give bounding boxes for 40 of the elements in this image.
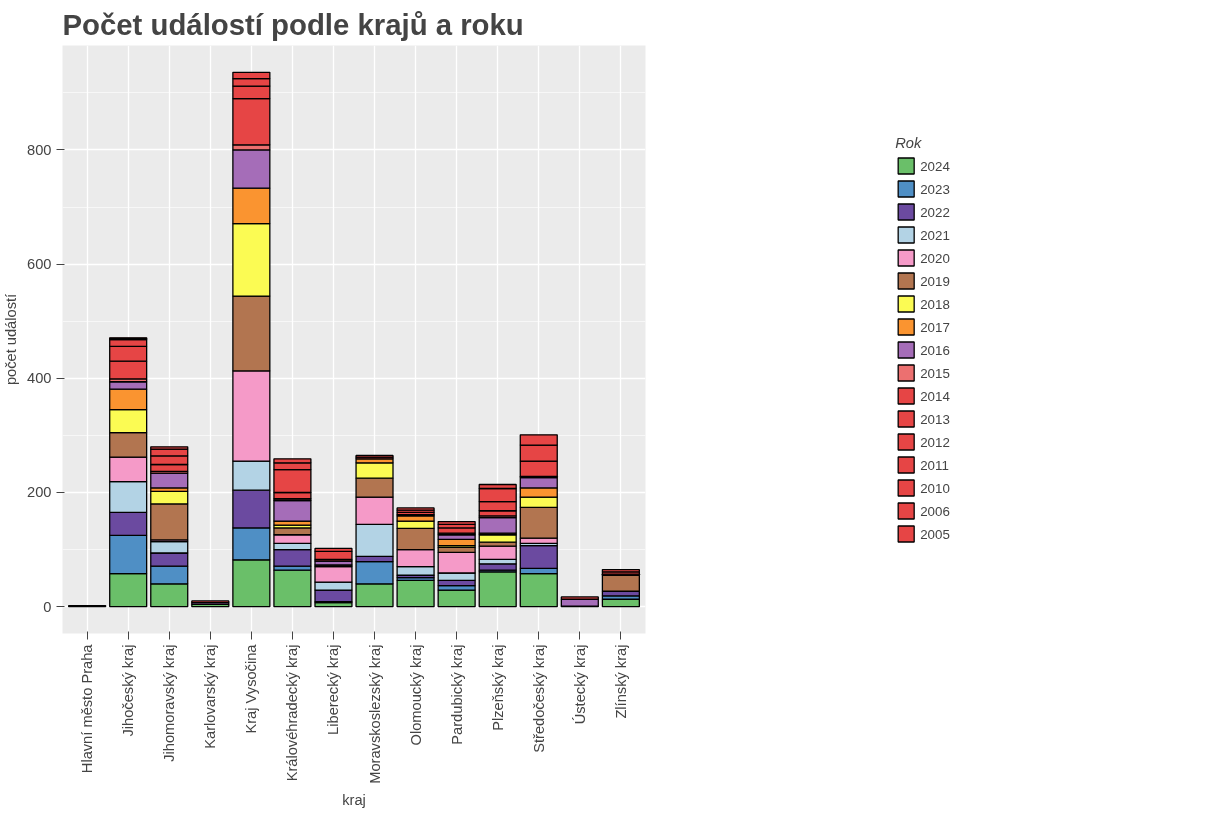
legend-label: 2016: [920, 342, 950, 357]
x-tick-label: Pardubický kraj: [448, 644, 465, 745]
legend-label: 2018: [920, 296, 950, 311]
legend-label: 2022: [920, 204, 950, 219]
y-tick-label: 200: [27, 484, 52, 501]
x-tick-label: Královéhradecký kraj: [284, 644, 301, 782]
y-tick-label: 800: [27, 141, 52, 158]
x-tick-label: Karlovarský kraj: [202, 644, 219, 749]
legend-label: 2023: [920, 181, 950, 196]
x-tick-label: Zlínský kraj: [612, 644, 629, 719]
y-axis-title: počet událostí: [3, 293, 20, 386]
x-tick-label: Jihomoravský kraj: [161, 644, 178, 762]
chart-title: Počet událostí podle krajů a roku: [62, 7, 524, 41]
legend-label: 2017: [920, 319, 950, 334]
legend-label: 2013: [920, 411, 950, 426]
legend-label: 2005: [920, 526, 950, 541]
legend-label: 2024: [920, 158, 950, 173]
legend-label: 2015: [920, 365, 950, 380]
legend-label: 2006: [920, 503, 950, 518]
x-tick-label: Plzeňský kraj: [489, 644, 506, 731]
x-tick-label: Ústecký kraj: [571, 644, 588, 725]
legend-label: 2012: [920, 434, 950, 449]
y-tick-label: 600: [27, 256, 52, 273]
x-tick-label: Středočeský kraj: [530, 644, 547, 753]
x-tick-label: Olomoucký kraj: [407, 644, 424, 746]
x-axis-title: kraj: [342, 791, 366, 808]
legend-label: 2011: [920, 457, 949, 472]
x-tick-label: Hlavní město Praha: [79, 643, 96, 774]
x-tick-label: Moravskoslezský kraj: [366, 644, 383, 784]
x-tick-label: Kraj Vysočina: [243, 643, 260, 734]
x-tick-label: Jihočeský kraj: [120, 644, 137, 737]
legend-label: 2020: [920, 250, 950, 265]
y-tick-label: 400: [27, 370, 52, 387]
x-tick-label: Liberecký kraj: [325, 644, 342, 735]
legend-label: 2010: [920, 480, 950, 495]
y-tick-label: 0: [43, 598, 52, 615]
legend-label: 2014: [920, 388, 950, 403]
legend-label: 2019: [920, 273, 950, 288]
legend-title: Rok: [895, 134, 923, 151]
legend-label: 2021: [920, 227, 950, 242]
